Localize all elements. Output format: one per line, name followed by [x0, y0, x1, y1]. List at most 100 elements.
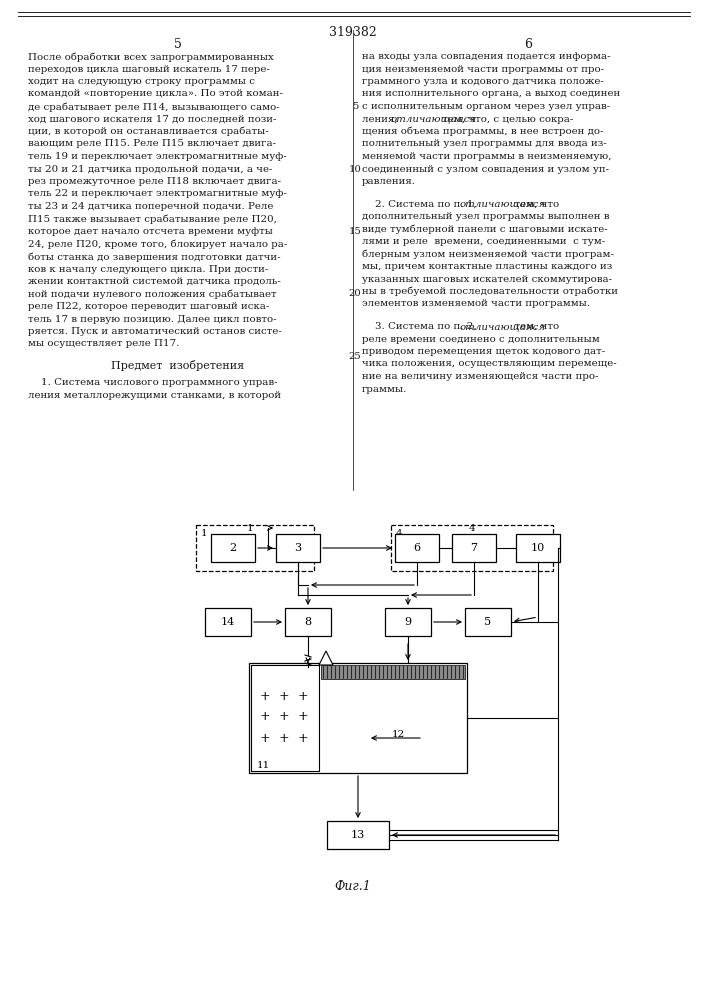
Text: 6: 6 — [524, 38, 532, 51]
Text: ции, в которой он останавливается срабаты-: ции, в которой он останавливается срабат… — [28, 127, 269, 136]
Text: +: + — [279, 710, 289, 724]
Text: 5: 5 — [484, 617, 491, 627]
Text: граммы.: граммы. — [362, 384, 407, 393]
Text: 7: 7 — [470, 543, 477, 553]
Text: мы, причем контактные пластины каждого из: мы, причем контактные пластины каждого и… — [362, 262, 612, 271]
Text: 11: 11 — [257, 761, 270, 770]
Text: 8: 8 — [305, 617, 312, 627]
Text: 3. Система по п. 2,: 3. Система по п. 2, — [362, 322, 480, 331]
Text: 5: 5 — [352, 102, 358, 111]
Text: командой «повторение цикла». По этой коман-: командой «повторение цикла». По этой ком… — [28, 90, 283, 99]
Text: отличающаяся: отличающаяся — [460, 200, 545, 209]
Text: Предмет  изобретения: Предмет изобретения — [112, 360, 245, 371]
Text: ход шагового искателя 17 до последней пози-: ход шагового искателя 17 до последней по… — [28, 114, 276, 123]
Text: Фиг.1: Фиг.1 — [334, 880, 371, 893]
Text: 4: 4 — [469, 524, 475, 533]
Text: 20: 20 — [349, 290, 361, 298]
Text: полнительный узел программы для ввода из-: полнительный узел программы для ввода из… — [362, 139, 607, 148]
Text: ция неизменяемой части программы от про-: ция неизменяемой части программы от про- — [362, 64, 604, 74]
Text: ления металлорежущими станками, в которой: ления металлорежущими станками, в которо… — [28, 390, 281, 399]
Text: меняемой части программы в неизменяемую,: меняемой части программы в неизменяемую, — [362, 152, 612, 161]
Text: тем, что, с целью сокра-: тем, что, с целью сокра- — [439, 114, 573, 123]
Text: соединенный с узлом совпадения и узлом уп-: соединенный с узлом совпадения и узлом у… — [362, 164, 609, 174]
Text: реле времени соединено с дополнительным: реле времени соединено с дополнительным — [362, 334, 600, 344]
Text: ны в требуемой последовательности отработки: ны в требуемой последовательности отрабо… — [362, 287, 618, 296]
Text: +: + — [259, 732, 270, 744]
Text: 1. Система числового программного управ-: 1. Система числового программного управ- — [28, 378, 278, 387]
Text: с исполнительным органом через узел управ-: с исполнительным органом через узел упра… — [362, 102, 610, 111]
Bar — [276, 534, 320, 562]
Text: реле П22, которое переводит шаговый иска-: реле П22, которое переводит шаговый иска… — [28, 302, 269, 311]
Bar — [452, 534, 496, 562]
Text: 4: 4 — [396, 529, 402, 538]
Text: 2. Система по п. 1,: 2. Система по п. 1, — [362, 200, 480, 209]
Text: боты станка до завершения подготовки датчи-: боты станка до завершения подготовки дат… — [28, 252, 281, 261]
Polygon shape — [319, 651, 333, 665]
Bar — [196, 525, 314, 571]
Text: де срабатывает реле П14, вызывающего само-: де срабатывает реле П14, вызывающего сам… — [28, 102, 280, 111]
Text: на входы узла совпадения подается информа-: на входы узла совпадения подается информ… — [362, 52, 611, 61]
Text: +: + — [298, 732, 308, 744]
Bar — [327, 821, 389, 849]
Text: +: + — [259, 710, 270, 724]
Bar — [516, 534, 560, 562]
Bar — [321, 665, 465, 679]
Bar — [249, 663, 467, 773]
Bar — [391, 525, 553, 571]
Text: виде тумблерной панели с шаговыми искате-: виде тумблерной панели с шаговыми искате… — [362, 225, 608, 234]
Text: 12: 12 — [392, 730, 404, 739]
Text: блерным узлом неизменяемой части програм-: блерным узлом неизменяемой части програм… — [362, 249, 614, 259]
Text: лями и реле  времени, соединенными  с тум-: лями и реле времени, соединенными с тум- — [362, 237, 605, 246]
Text: П15 также вызывает срабатывание реле П20,: П15 также вызывает срабатывание реле П20… — [28, 215, 277, 224]
Text: 9: 9 — [404, 617, 411, 627]
Bar — [251, 665, 319, 771]
Text: 25: 25 — [349, 352, 361, 361]
Text: 10: 10 — [531, 543, 545, 553]
Text: жении контактной системой датчика продоль-: жении контактной системой датчика продол… — [28, 277, 281, 286]
Text: 5: 5 — [174, 38, 182, 51]
Text: ной подачи нулевого положения срабатывает: ной подачи нулевого положения срабатывае… — [28, 290, 276, 299]
Text: +: + — [298, 710, 308, 724]
Text: равления.: равления. — [362, 177, 416, 186]
Text: указанных шаговых искателей скоммутирова-: указанных шаговых искателей скоммутирова… — [362, 274, 612, 284]
Text: +: + — [279, 732, 289, 744]
Text: 319382: 319382 — [329, 26, 377, 39]
Text: ков к началу следующего цикла. При дости-: ков к началу следующего цикла. При дости… — [28, 264, 269, 273]
Text: тем, что: тем, что — [508, 200, 559, 209]
Text: ние на величину изменяющейся части про-: ние на величину изменяющейся части про- — [362, 372, 599, 381]
Text: чика положения, осуществляющим перемеще-: чика положения, осуществляющим перемеще- — [362, 360, 617, 368]
Bar — [211, 534, 255, 562]
Text: 24, реле П20, кроме того, блокирует начало ра-: 24, реле П20, кроме того, блокирует нача… — [28, 239, 287, 249]
Text: тель 17 в первую позицию. Далее цикл повто-: тель 17 в первую позицию. Далее цикл пов… — [28, 314, 276, 324]
Text: 10: 10 — [349, 164, 361, 174]
Text: ходит на следующую строку программы с: ходит на следующую строку программы с — [28, 77, 255, 86]
Text: рез промежуточное реле П18 включает двига-: рез промежуточное реле П18 включает двиг… — [28, 177, 281, 186]
Text: ления,: ления, — [362, 114, 401, 123]
Text: +: + — [298, 690, 308, 702]
Text: отличающаяся: отличающаяся — [390, 114, 477, 123]
Text: приводом перемещения щеток кодового дат-: приводом перемещения щеток кодового дат- — [362, 347, 605, 356]
Text: ния исполнительного органа, а выход соединен: ния исполнительного органа, а выход соед… — [362, 90, 620, 99]
Text: мы осуществляет реле П17.: мы осуществляет реле П17. — [28, 340, 180, 349]
Bar — [385, 608, 431, 636]
Text: ты 23 и 24 датчика поперечной подачи. Реле: ты 23 и 24 датчика поперечной подачи. Ре… — [28, 202, 274, 211]
Text: дополнительный узел программы выполнен в: дополнительный узел программы выполнен в — [362, 212, 609, 221]
Text: которое дает начало отсчета времени муфты: которое дает начало отсчета времени муфт… — [28, 227, 273, 236]
Text: 14: 14 — [221, 617, 235, 627]
Text: 1: 1 — [247, 524, 254, 533]
Text: тем, что: тем, что — [508, 322, 559, 331]
Text: щения объема программы, в нее встроен до-: щения объема программы, в нее встроен до… — [362, 127, 604, 136]
Text: вающим реле П15. Реле П15 включает двига-: вающим реле П15. Реле П15 включает двига… — [28, 139, 276, 148]
Text: 15: 15 — [349, 227, 361, 236]
Text: +: + — [259, 690, 270, 702]
Text: После обработки всех запрограммированных: После обработки всех запрограммированных — [28, 52, 274, 62]
Text: ряется. Пуск и автоматический останов систе-: ряется. Пуск и автоматический останов си… — [28, 327, 282, 336]
Bar — [465, 608, 511, 636]
Text: тель 22 и переключает электромагнитные муф-: тель 22 и переключает электромагнитные м… — [28, 190, 287, 198]
Text: элементов изменяемой части программы.: элементов изменяемой части программы. — [362, 300, 590, 308]
Text: 2: 2 — [230, 543, 237, 553]
Text: +: + — [279, 690, 289, 702]
Text: 13: 13 — [351, 830, 365, 840]
Bar — [205, 608, 251, 636]
Bar — [285, 608, 331, 636]
